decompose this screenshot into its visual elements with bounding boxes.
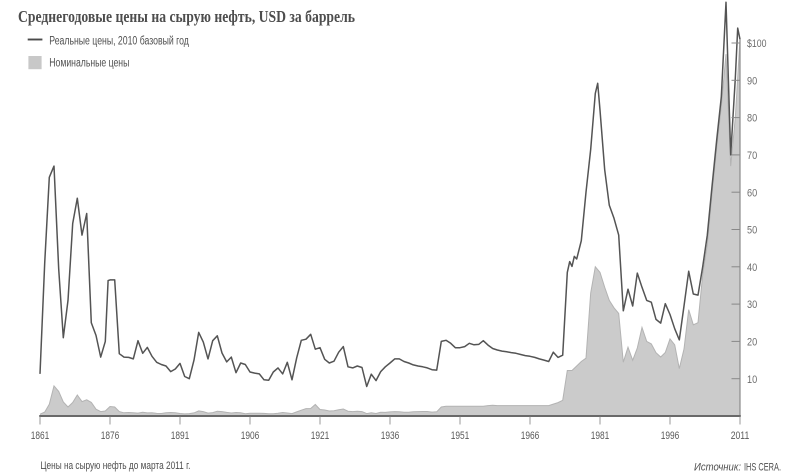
svg-text:1981: 1981: [591, 430, 610, 442]
svg-text:1936: 1936: [381, 430, 400, 442]
svg-text:30: 30: [747, 299, 757, 311]
svg-text:Реальные цены, 2010 базовый го: Реальные цены, 2010 базовый год: [49, 36, 189, 48]
svg-text:60: 60: [747, 187, 757, 199]
svg-text:1906: 1906: [241, 430, 260, 442]
svg-text:1876: 1876: [101, 430, 120, 442]
svg-text:Цены на сырую нефть до марта 2: Цены на сырую нефть до марта 2011 г.: [40, 460, 190, 472]
svg-text:2011: 2011: [731, 430, 750, 442]
svg-text:$100: $100: [747, 38, 767, 50]
svg-text:Номинальные цены: Номинальные цены: [49, 58, 129, 70]
svg-text:1891: 1891: [171, 430, 190, 442]
svg-text:1951: 1951: [451, 430, 470, 442]
svg-text:50: 50: [747, 225, 757, 237]
svg-text:Источник:IHS CERA.: Источник: IHS CERA.: [694, 462, 781, 474]
svg-text:70: 70: [747, 150, 757, 162]
svg-text:1966: 1966: [521, 430, 540, 442]
svg-text:10: 10: [747, 374, 757, 386]
svg-text:40: 40: [747, 262, 757, 274]
svg-text:20: 20: [747, 337, 757, 349]
svg-text:1861: 1861: [31, 430, 50, 442]
svg-text:1996: 1996: [661, 430, 680, 442]
svg-text:Среднегодовые цены на сырую не: Среднегодовые цены на сырую нефть, USD з…: [18, 7, 355, 26]
svg-text:80: 80: [747, 113, 757, 125]
svg-text:1921: 1921: [311, 430, 330, 442]
svg-text:90: 90: [747, 75, 757, 87]
